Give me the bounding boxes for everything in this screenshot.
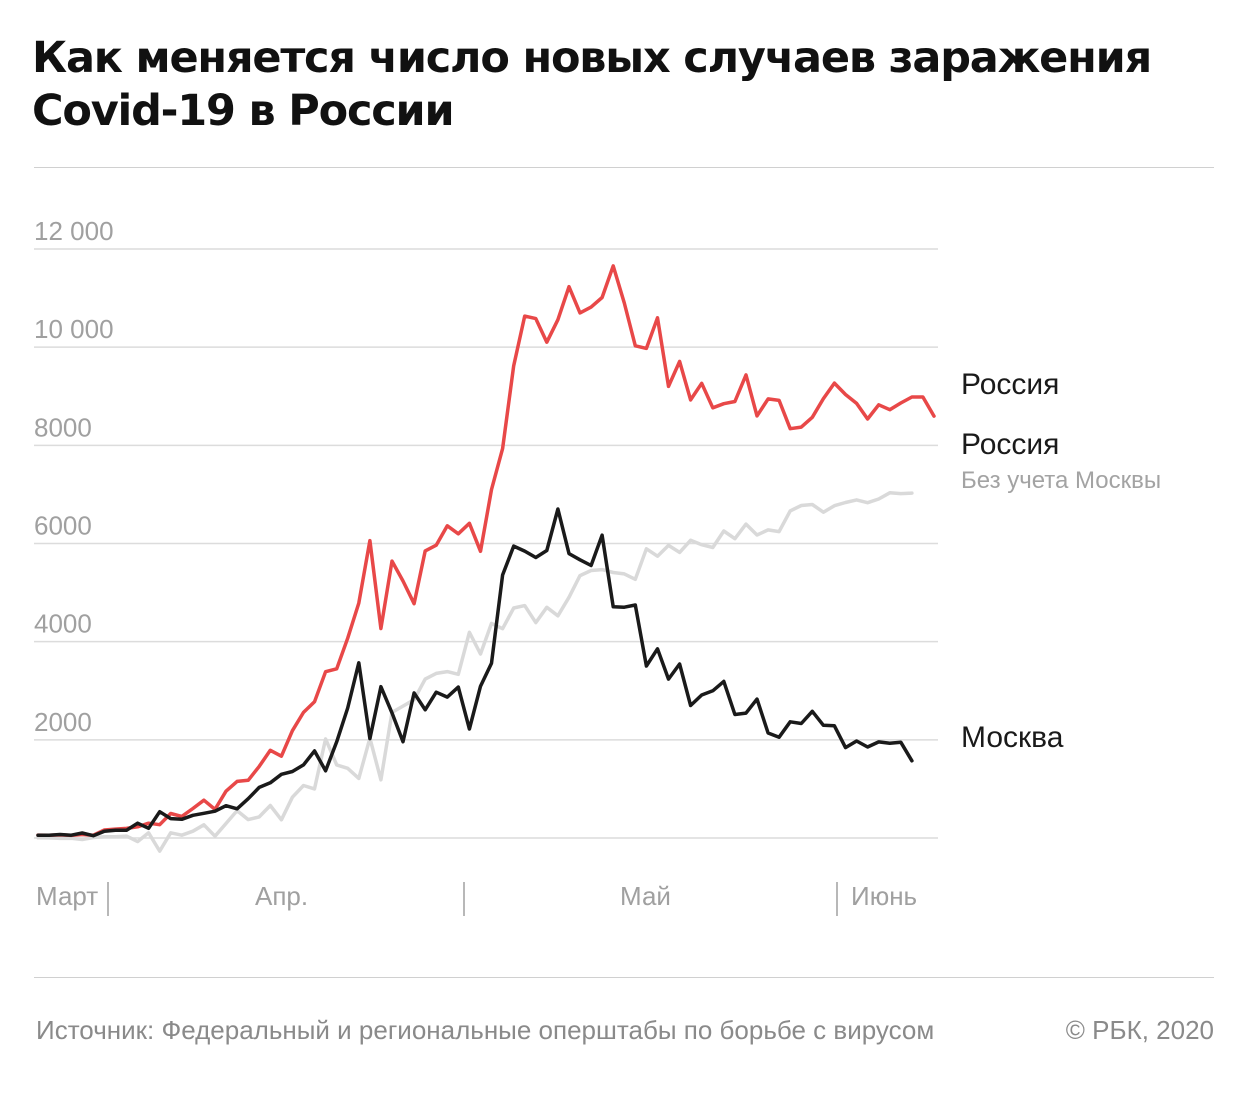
series-label-russia: Россия [961,368,1059,401]
x-tick-label: Июнь [851,881,917,911]
y-tick-label: 4000 [34,609,92,639]
series-label-moscow: Москва [961,721,1064,754]
series-sublabel-russia_ex_moscow: Без учета Москвы [961,467,1161,494]
copyright: © РБК, 2020 [1065,1015,1214,1045]
series-label-russia_ex_moscow: Россия [961,428,1059,461]
source-note: Источник: Федеральный и региональные опе… [36,1015,935,1045]
y-tick-label: 2000 [34,707,92,737]
line-chart: 2000 4000 6000 8000 10 000 12 000 Март Апр. Май И… [34,216,1161,916]
y-tick-label: 10 000 [34,314,114,344]
bottom-divider [34,977,1214,978]
y-tick-label: 12 000 [34,216,114,246]
top-divider [34,167,1214,168]
y-tick-label: 8000 [34,412,92,442]
series-line-moscow [36,507,914,838]
x-tick-label: Март [36,881,98,911]
x-tick-label: Апр. [255,881,308,911]
series-line-russia_ex_moscow [36,491,914,853]
chart-title: Как меняется число новых случаев заражен… [32,33,1152,136]
x-tick-label: Май [620,881,671,911]
y-tick-label: 6000 [34,511,92,541]
series-line-russia [36,264,936,838]
